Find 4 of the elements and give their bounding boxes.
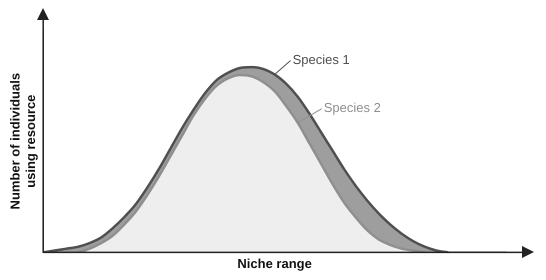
legend-label: Species 2 — [324, 100, 381, 116]
legend-label: Species 1 — [292, 52, 350, 68]
y-axis-title: Number of individuals using resource — [7, 72, 38, 210]
x-axis-title: Niche range — [237, 256, 312, 271]
